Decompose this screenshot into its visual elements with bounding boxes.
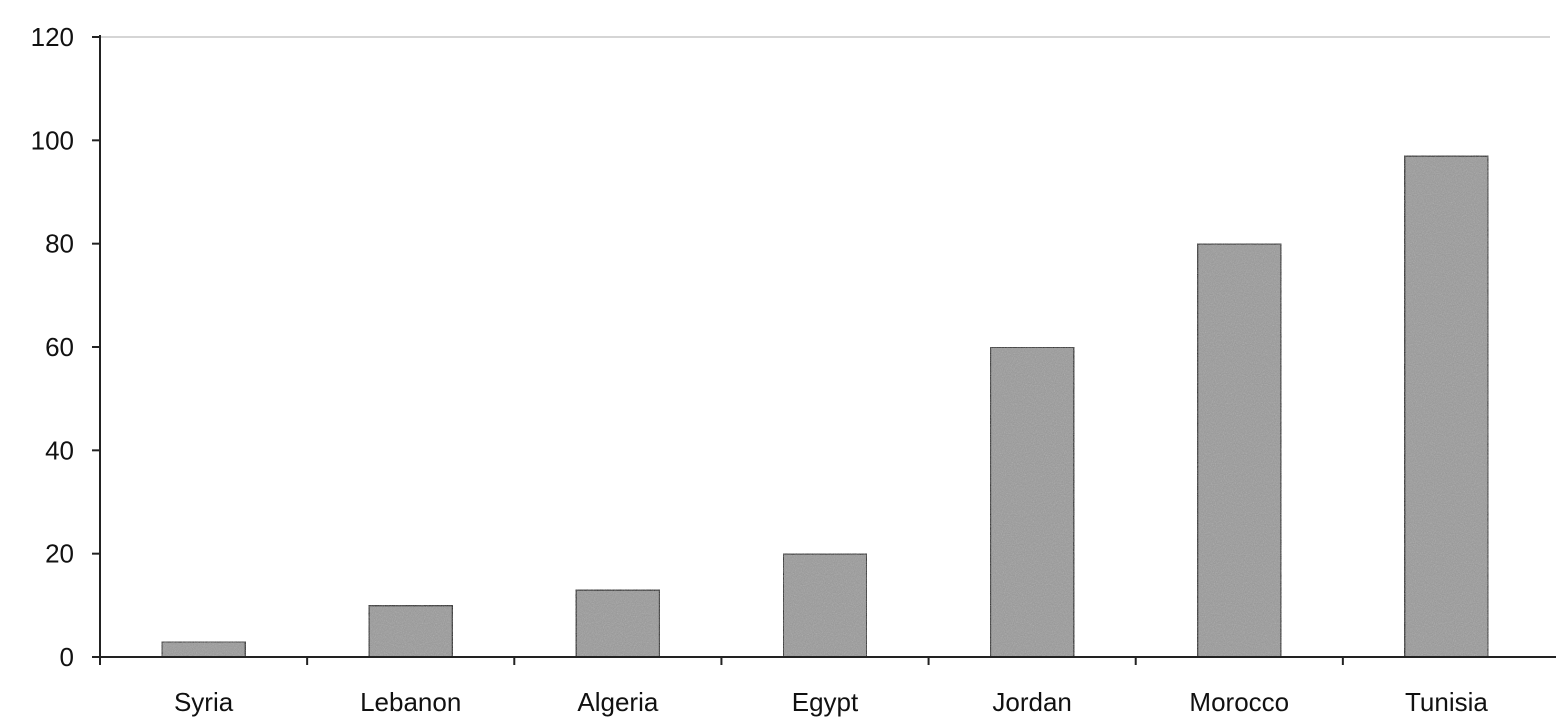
y-tick-label: 0 (60, 642, 74, 672)
y-tick-label: 60 (45, 332, 74, 362)
y-tick-label: 40 (45, 435, 74, 465)
y-tick-label: 100 (31, 125, 74, 155)
x-tick-label: Tunisia (1405, 687, 1488, 717)
x-tick-label: Syria (174, 687, 234, 717)
x-tick-label: Algeria (577, 687, 658, 717)
bars-group (160, 154, 1490, 659)
y-tick-label: 80 (45, 229, 74, 259)
x-tick-label: Egypt (792, 687, 859, 717)
bar-egypt (782, 552, 868, 659)
bar-tunisia (1403, 154, 1490, 658)
bar-algeria (574, 588, 661, 658)
bar-lebanon (367, 604, 454, 658)
bar-jordan (989, 346, 1076, 658)
x-tick-label: Morocco (1189, 687, 1289, 717)
y-tick-label: 120 (31, 22, 74, 52)
labels-group: 0 20 40 60 80 100 120 Syria Lebanon Algeria Egypt J… (31, 22, 1489, 717)
axes-group (92, 35, 1556, 665)
bar-syria (160, 640, 247, 658)
x-tick-label: Lebanon (360, 687, 461, 717)
y-tick-label: 20 (45, 539, 74, 569)
x-tick-label: Jordan (992, 687, 1072, 717)
bar-morocco (1196, 242, 1283, 659)
